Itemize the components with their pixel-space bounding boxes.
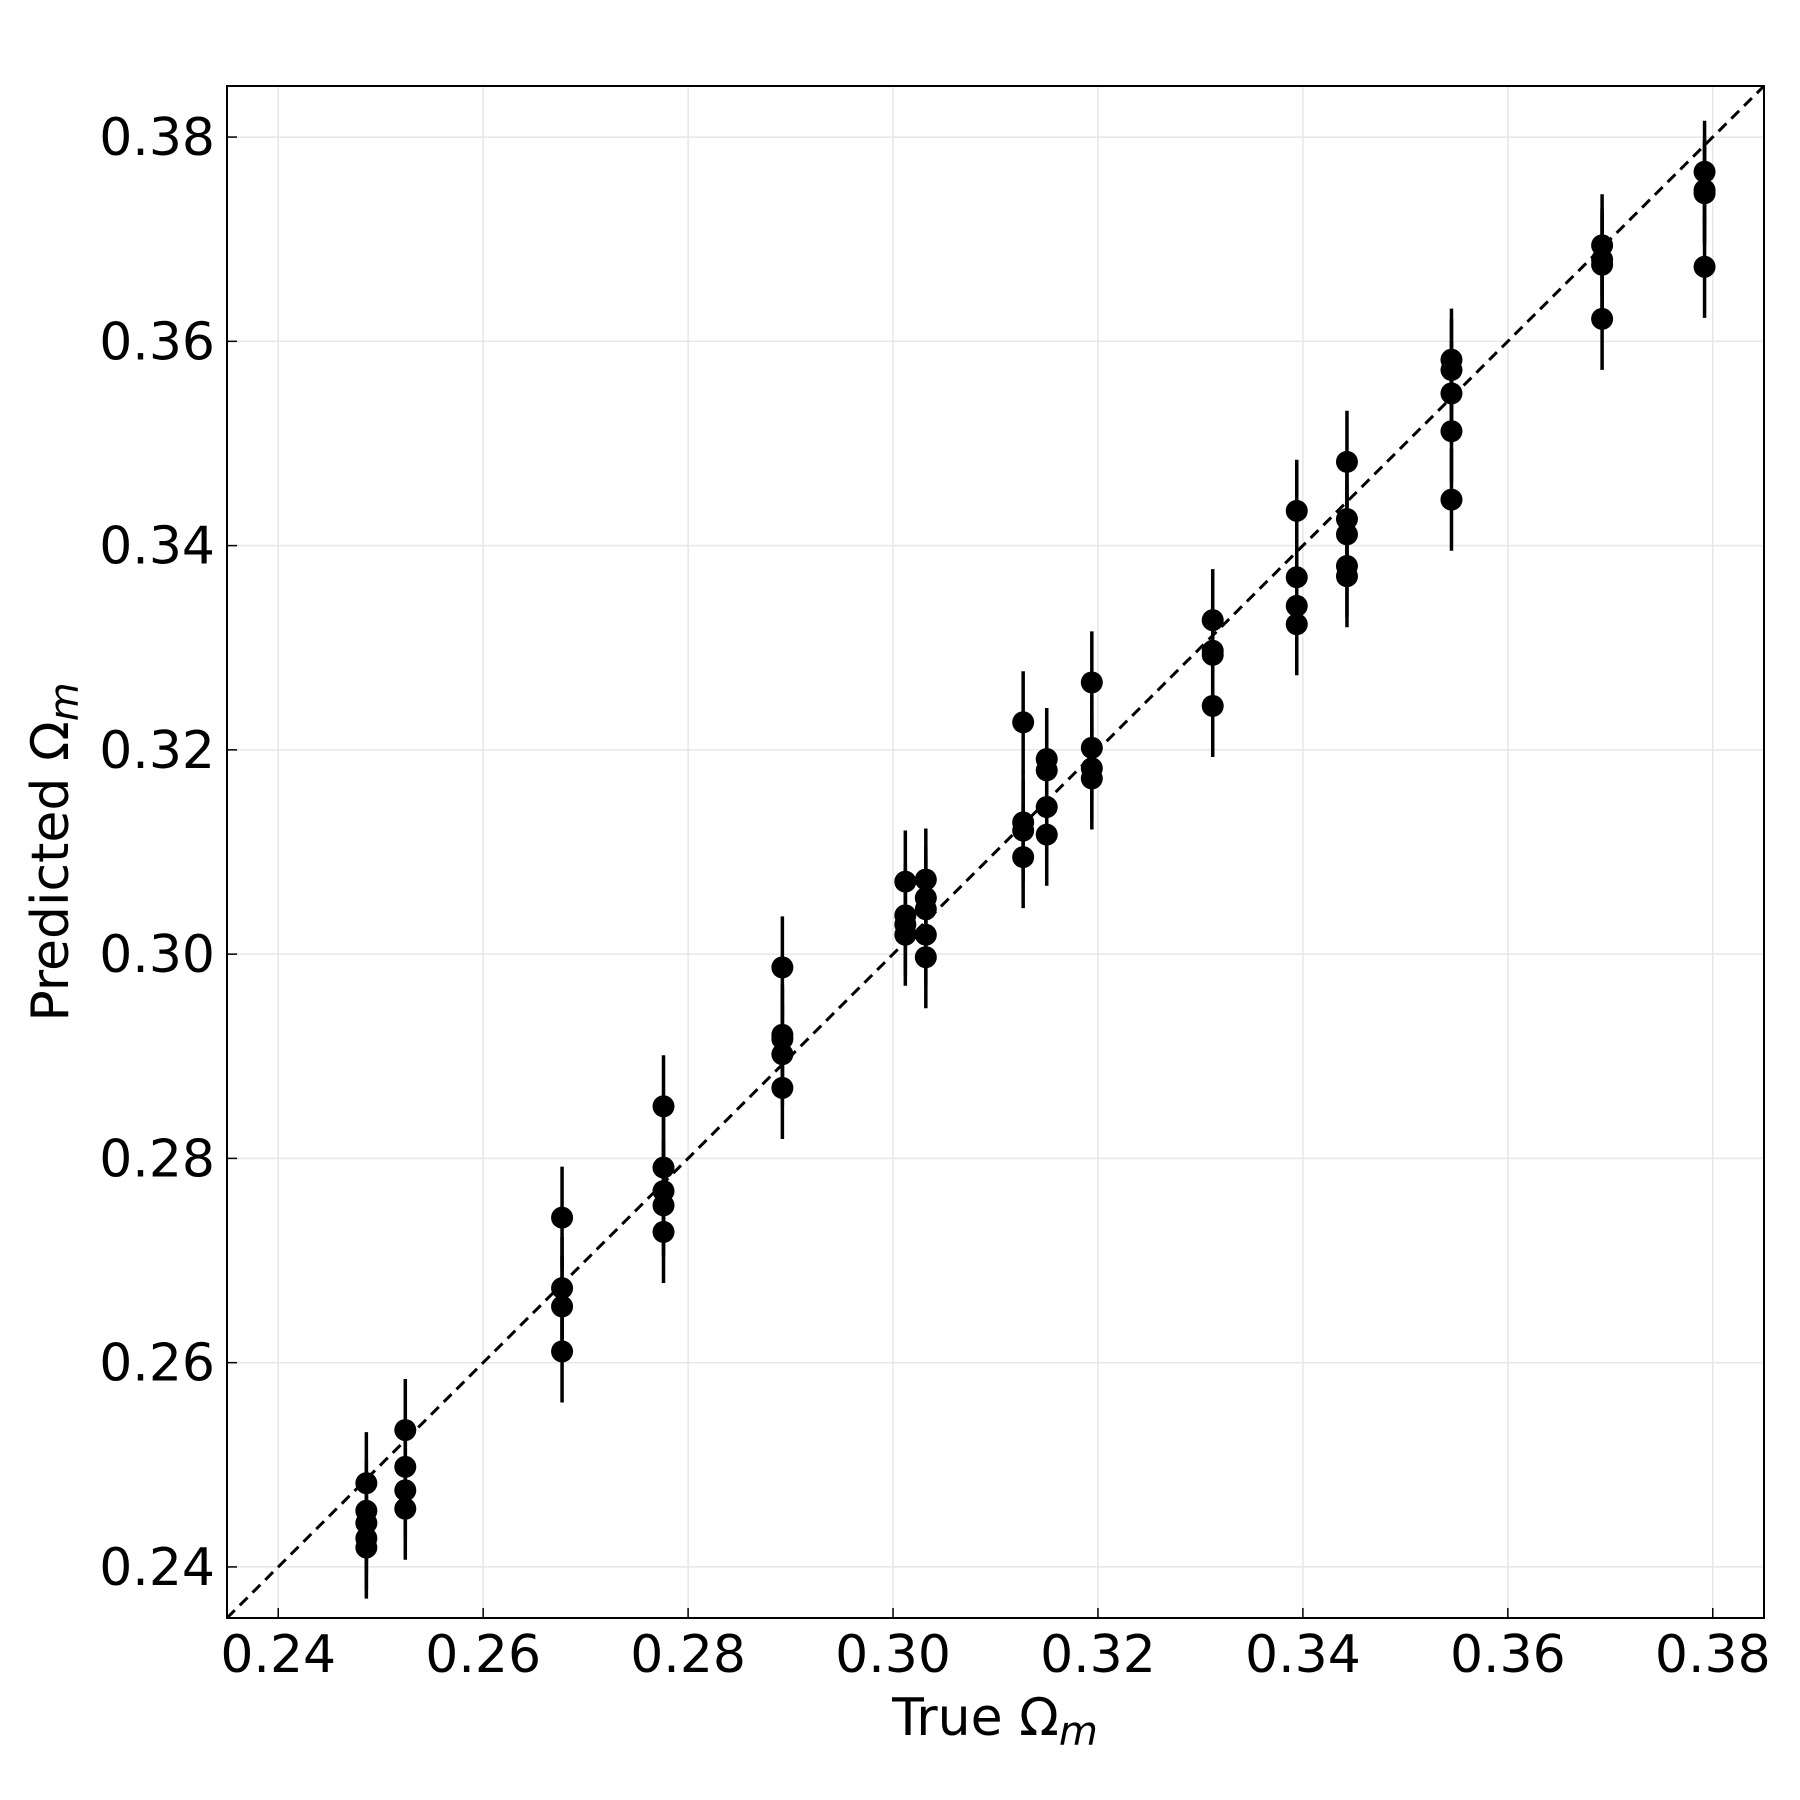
point [652,1095,675,1118]
point [355,1536,378,1559]
y-axis-label: Predicted Ωm [21,682,88,1021]
y-tick-label: 0.30 [99,925,215,985]
x-tick-label: 0.34 [1245,1625,1361,1685]
y-tick-label: 0.36 [99,312,215,372]
plot-frame [226,85,1765,1619]
x-tick-label: 0.24 [220,1625,336,1685]
point [1693,255,1716,278]
point [1012,846,1035,869]
y-tick-label: 0.32 [99,721,215,781]
point [771,956,794,979]
point [1440,420,1463,443]
point [771,1076,794,1099]
y-label-sub: m [42,682,88,721]
point [1693,182,1716,205]
point [1335,450,1358,473]
point [914,946,937,969]
point [1285,613,1308,636]
y-label-text: Predicted Ω [21,721,81,1021]
point [1035,823,1058,846]
y-tick-label: 0.24 [99,1538,215,1598]
point [1591,307,1614,330]
x-tick-label: 0.30 [835,1625,951,1685]
point [1080,671,1103,694]
point [551,1206,574,1229]
y-tick-label: 0.26 [99,1334,215,1394]
point [652,1220,675,1243]
x-tick-label: 0.32 [1040,1625,1156,1685]
point [551,1340,574,1363]
point [1335,565,1358,588]
point [1201,694,1224,717]
x-tick-label: 0.38 [1655,1625,1771,1685]
y-tick-label: 0.34 [99,517,215,577]
y-tick-label: 0.38 [99,108,215,168]
x-label-sub: m [1059,1709,1098,1755]
x-axis-label: True Ωm [891,1688,1098,1755]
point [1012,711,1035,734]
x-tick-label: 0.36 [1450,1625,1566,1685]
point [1591,253,1614,276]
point [394,1497,417,1520]
point [1285,499,1308,522]
y-tick-label: 0.28 [99,1129,215,1189]
point [1080,767,1103,790]
x-label-text: True Ω [891,1688,1059,1748]
point [894,923,917,946]
identity-line [225,84,1766,1620]
x-tick-label: 0.26 [425,1625,541,1685]
point [1440,488,1463,511]
x-tick-label: 0.28 [630,1625,746,1685]
